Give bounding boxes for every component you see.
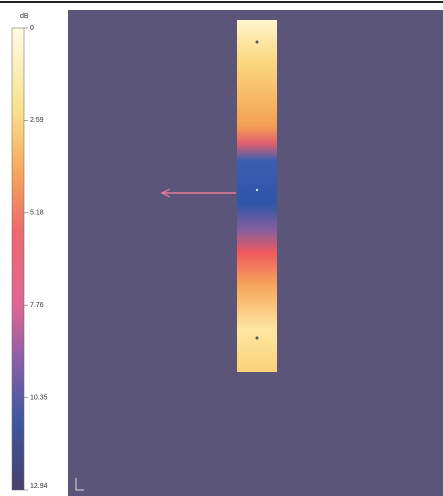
simulation-view: dB 0 2.59 5.18 7.76 10.35 12.94 bbox=[0, 0, 443, 496]
colorbar-label: 10.35 bbox=[30, 394, 48, 401]
sample-strip bbox=[237, 20, 277, 372]
probe-dot bbox=[256, 337, 259, 340]
colorbar-label: 0 bbox=[30, 25, 34, 32]
colorbar-unit: dB bbox=[20, 13, 29, 20]
probe-dot bbox=[256, 41, 259, 44]
colorbar-label: 7.76 bbox=[30, 302, 44, 309]
colorbar-label: 2.59 bbox=[30, 117, 44, 124]
colorbar-label: 5.18 bbox=[30, 210, 44, 217]
probe-dot bbox=[256, 189, 258, 191]
colorbar-label: 12.94 bbox=[30, 483, 48, 490]
colorbar bbox=[12, 28, 24, 490]
